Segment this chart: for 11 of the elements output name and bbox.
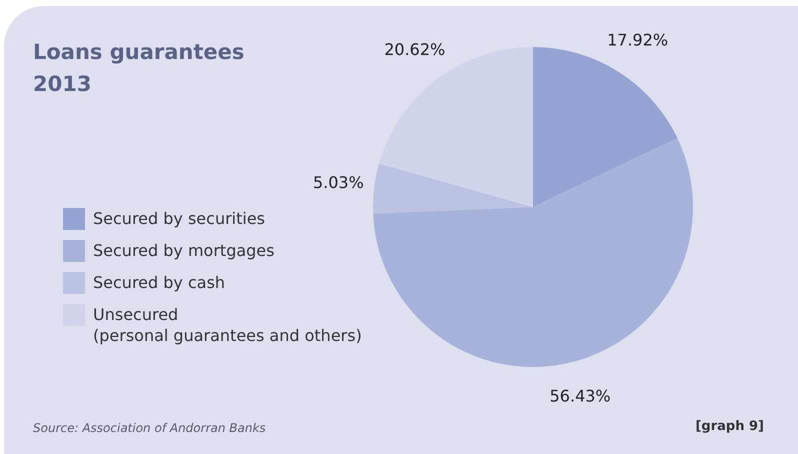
legend-label: Unsecured (personal guarantees and others)	[93, 304, 362, 346]
text: Loans guarantees 2013	[33, 39, 244, 98]
legend-label: Secured by securities	[93, 208, 265, 229]
source-note: Source: Association of Andorran Banks	[33, 421, 266, 435]
legend-label: Secured by cash	[93, 272, 226, 293]
data-label: 17.92%	[607, 30, 668, 50]
text: [graph 9]	[695, 419, 764, 434]
data-label: 5.03%	[312, 173, 364, 192]
legend-label: Secured by mortgages	[93, 240, 274, 261]
data-label: 56.43%	[550, 386, 611, 406]
data-label: 20.62%	[384, 40, 446, 59]
